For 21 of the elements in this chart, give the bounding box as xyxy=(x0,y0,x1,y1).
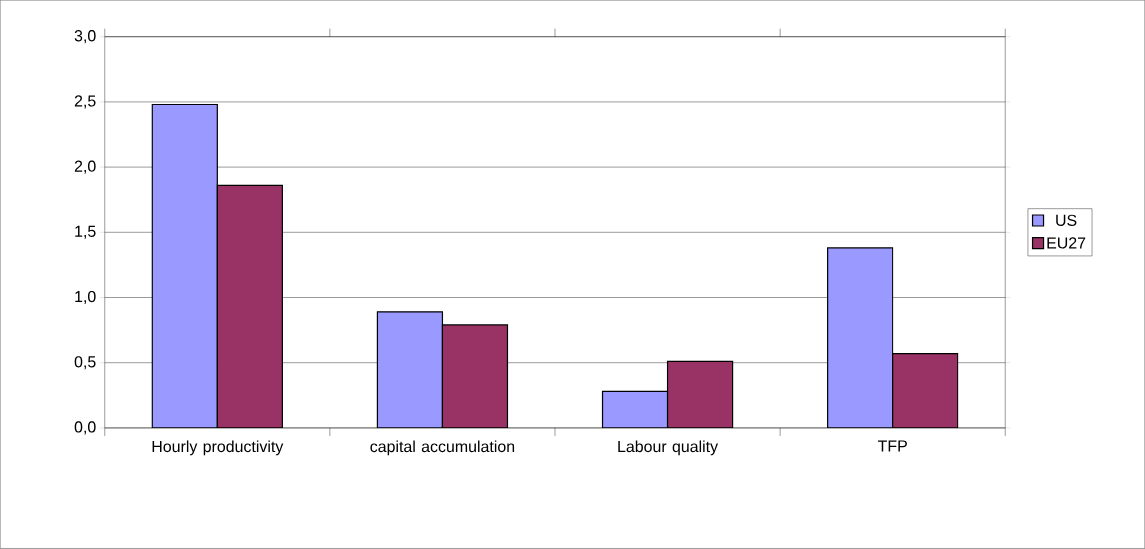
bar xyxy=(601,390,669,429)
x-tick-label: TFP xyxy=(877,440,907,452)
x-tick-label: capital accumulation xyxy=(370,440,515,456)
y-tick-label: 2,0 xyxy=(74,160,96,174)
y-tick-label: 1,5 xyxy=(75,225,96,239)
bar xyxy=(827,247,894,429)
bar xyxy=(216,184,283,429)
x-tick-label: Hourly productivity xyxy=(152,440,284,456)
y-tick-label: 3,0 xyxy=(74,30,96,44)
legend-label: US xyxy=(1056,214,1077,227)
legend-label: EU27 xyxy=(1047,237,1086,249)
y-tick-label: 1,0 xyxy=(75,291,96,305)
y-tick-label: 0,0 xyxy=(74,421,96,435)
bar xyxy=(892,353,959,429)
bar xyxy=(376,311,444,429)
bar xyxy=(666,360,734,429)
y-tick-label: 0,5 xyxy=(74,356,96,370)
x-tick-label: Labour quality xyxy=(618,440,719,456)
y-tick-label: 2,5 xyxy=(74,95,96,109)
bar xyxy=(151,104,218,429)
bar xyxy=(441,324,509,429)
